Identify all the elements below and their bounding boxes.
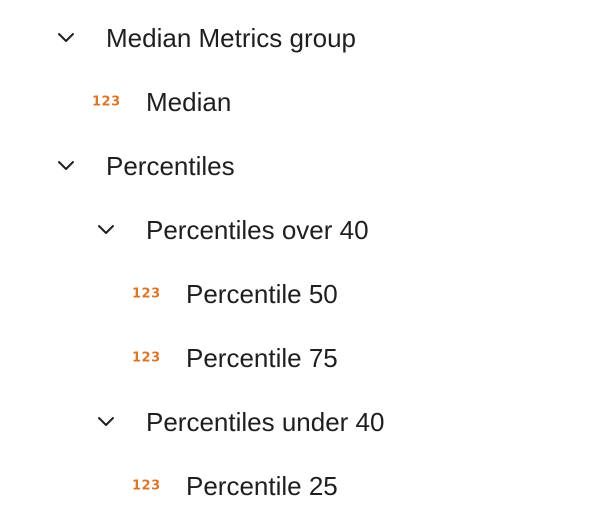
tree-item-label: Percentile 25 <box>186 471 338 501</box>
tree-group-percentiles[interactable]: Percentiles <box>0 134 592 198</box>
tree-item-percentile-50[interactable]: 123 Percentile 50 <box>0 262 592 326</box>
number-type-icon: 123 <box>132 478 161 494</box>
number-type-icon: 123 <box>92 94 121 110</box>
tree-item-label: Percentile 50 <box>186 279 338 309</box>
tree-group-label: Percentiles under 40 <box>146 407 385 437</box>
tree-group-label: Median Metrics group <box>106 23 356 53</box>
tree-item-label: Percentile 75 <box>186 343 338 373</box>
tree-item-median[interactable]: 123 Median <box>0 70 592 134</box>
tree-item-percentile-75[interactable]: 123 Percentile 75 <box>0 326 592 390</box>
chevron-down-icon[interactable] <box>95 411 117 433</box>
chevron-down-icon[interactable] <box>55 155 77 177</box>
tree-group-label: Percentiles over 40 <box>146 215 369 245</box>
tree-group-percentiles-under-40[interactable]: Percentiles under 40 <box>0 390 592 454</box>
metrics-tree: Median Metrics group 123 Median Percenti… <box>0 6 592 518</box>
number-type-icon: 123 <box>132 350 161 366</box>
tree-group-label: Percentiles <box>106 151 235 181</box>
chevron-down-icon[interactable] <box>95 219 117 241</box>
tree-group-percentiles-over-40[interactable]: Percentiles over 40 <box>0 198 592 262</box>
tree-item-label: Median <box>146 87 232 117</box>
chevron-down-icon[interactable] <box>55 27 77 49</box>
tree-item-percentile-25[interactable]: 123 Percentile 25 <box>0 454 592 518</box>
tree-group-median-metrics[interactable]: Median Metrics group <box>0 6 592 70</box>
number-type-icon: 123 <box>132 286 161 302</box>
